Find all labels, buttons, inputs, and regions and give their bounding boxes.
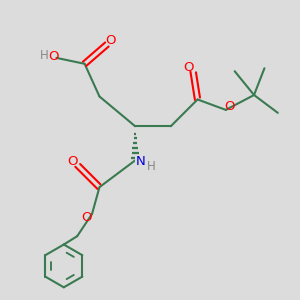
Text: O: O — [81, 211, 92, 224]
Text: O: O — [183, 61, 194, 74]
Text: N: N — [136, 155, 146, 168]
Text: H: H — [147, 160, 156, 173]
Text: H: H — [40, 49, 48, 62]
Text: O: O — [68, 155, 78, 168]
Text: O: O — [49, 50, 59, 63]
Text: O: O — [224, 100, 235, 113]
Text: O: O — [105, 34, 116, 47]
